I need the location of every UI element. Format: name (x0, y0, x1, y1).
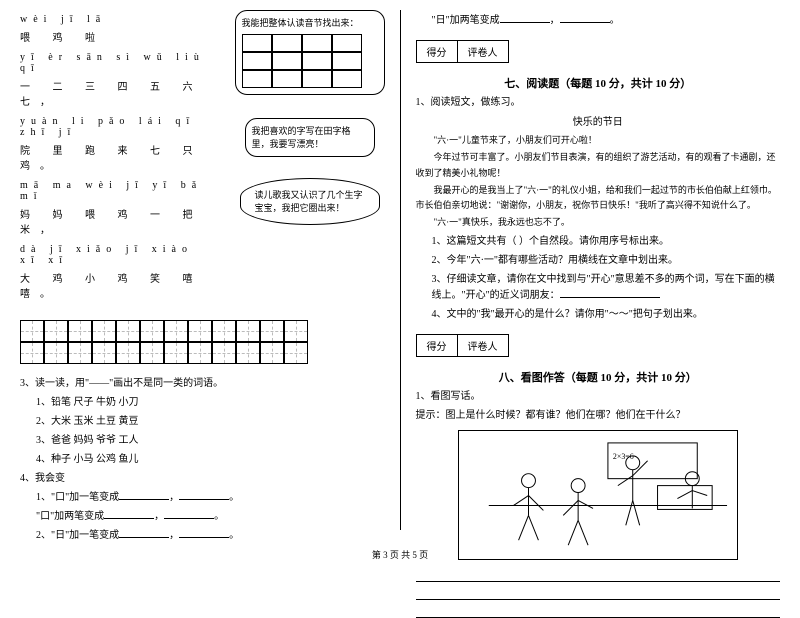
right-column: "日"加两笔变成，。 得分 评卷人 七、阅读题（每题 10 分，共计 10 分）… (416, 10, 781, 530)
q4-item: 1、"口"加一笔变成，。 (36, 490, 385, 506)
write-line (416, 584, 781, 600)
page-footer: 第 3 页 共 5 页 (0, 548, 800, 561)
q3-item: 4、种子 小马 公鸡 鱼儿 (36, 452, 385, 468)
pinyin-line: dà jī xiǎo jī xiào xī xī (20, 244, 210, 266)
q3-item: 1、铅笔 尺子 牛奶 小刀 (36, 395, 385, 411)
pinyin-line: yuàn li pǎo lái qī zhī jī (20, 116, 210, 138)
write-line (416, 602, 781, 618)
tianzi-grid (20, 320, 385, 364)
cont-text: "日"加两笔变成 (432, 15, 500, 26)
q4-item: "口"加两笔变成，。 (36, 509, 385, 525)
reading-q: 3、仔细读文章，请你在文中找到与"开心"意思差不多的两个词，写在下面的横线上。"… (432, 272, 781, 304)
pinyin-poem: wèi jī lā 喂 鸡 啦 yī èr sān sì wǔ liù qī 一… (20, 14, 210, 300)
question-3: 3、读一读，用"——"画出不是同一类的词语。 (20, 376, 385, 392)
section-8-title: 八、看图作答（每题 10 分，共计 10 分） (416, 369, 781, 385)
illustration-classroom: 2×3=6 (458, 430, 738, 560)
reading-q: 4、文中的"我"最开心的是什么？请你用"～～"把句子划出来。 (432, 307, 781, 323)
score-label: 得分 (417, 41, 458, 62)
hanzi-line: 喂 鸡 啦 (20, 29, 210, 44)
passage-title: 快乐的节日 (416, 114, 781, 131)
q3-item: 2、大米 玉米 土豆 黄豆 (36, 414, 385, 430)
reading-intro: 1、阅读短文，做练习。 (416, 95, 781, 111)
hanzi-line: 一 二 三 四 五 六 七， (20, 78, 210, 108)
hanzi-line: 大 鸡 小 鸡 笑 嘻 嘻。 (20, 270, 210, 300)
writing-intro: 1、看图写话。 (416, 389, 781, 405)
reading-q: 2、今年"六·一"都有哪些活动？用横线在文章中划出来。 (432, 253, 781, 269)
score-box: 得分 评卷人 (416, 334, 509, 357)
passage-para: "六·一"真快乐，我永远也忘不了。 (416, 215, 781, 230)
bubble-text: 我能把整体认读音节找出来： (242, 17, 378, 30)
speech-bubble-1: 我能把整体认读音节找出来： (235, 10, 385, 95)
section-7-title: 七、阅读题（每题 10 分，共计 10 分） (416, 75, 781, 91)
q4-text: 2、"日"加一笔变成 (36, 530, 119, 541)
passage-para: 今年过节可丰富了。小朋友们节目表演，有的组织了游艺活动，有的观看了卡通剧，还收到… (416, 150, 781, 181)
reading-q: 1、这篇短文共有（ ）个自然段。请你用序号标出来。 (432, 234, 781, 250)
question-4: 4、我会变 (20, 471, 385, 487)
top-continuation: "日"加两笔变成，。 (432, 13, 781, 29)
q3-item: 3、爸爸 妈妈 爷爷 工人 (36, 433, 385, 449)
hanzi-line: 妈 妈 喂 鸡 一 把 米， (20, 206, 210, 236)
q4-item: 2、"日"加一笔变成，。 (36, 528, 385, 544)
grader-label: 评卷人 (458, 41, 508, 62)
thought-bubble: 读儿歌我又认识了几个生字宝宝，我把它圈出来！ (240, 178, 380, 225)
write-line (416, 566, 781, 582)
hanzi-line: 院 里 跑 来 七 只 鸡。 (20, 142, 210, 172)
passage-para: 我最开心的是我当上了"六·一"的礼仪小姐，给和我们一起过节的市长伯伯献上红领巾。… (416, 183, 781, 214)
q4-text: "口"加两笔变成 (36, 511, 104, 522)
pinyin-line: yī èr sān sì wǔ liù qī (20, 52, 210, 74)
score-box: 得分 评卷人 (416, 40, 509, 63)
pinyin-line: wèi jī lā (20, 14, 210, 25)
answer-grid (242, 34, 378, 88)
speech-bubble-2: 我把喜欢的字写在田字格里，我要写漂亮！ (245, 118, 375, 157)
grader-label: 评卷人 (458, 335, 508, 356)
pinyin-line: mā ma wèi jī yī bǎ mǐ (20, 180, 210, 202)
score-label: 得分 (417, 335, 458, 356)
passage-para: "六·一"儿童节来了，小朋友们可开心啦！ (416, 133, 781, 148)
writing-hint: 提示：图上是什么时候？都有谁？他们在哪？他们在干什么？ (416, 408, 781, 424)
classroom-svg: 2×3=6 (459, 431, 737, 560)
q4-text: 1、"口"加一笔变成 (36, 492, 119, 503)
left-column: wèi jī lā 喂 鸡 啦 yī èr sān sì wǔ liù qī 一… (20, 10, 385, 530)
